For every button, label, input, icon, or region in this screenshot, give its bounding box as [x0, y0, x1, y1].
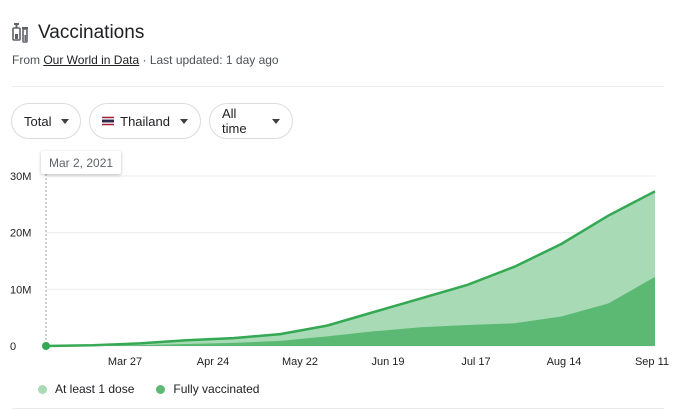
- source-line: From Our World in Data · Last updated: 1…: [12, 53, 279, 67]
- x-tick-label: Aug 14: [547, 356, 582, 368]
- y-tick-label: 30M: [10, 171, 31, 183]
- x-tick-label: Jul 17: [461, 356, 490, 368]
- time-range-dropdown[interactable]: All time: [209, 103, 293, 139]
- card-header: Vaccinations: [12, 22, 144, 44]
- footer-divider: [12, 408, 664, 409]
- time-range-dropdown-label: All time: [222, 106, 247, 136]
- legend-label-dose1: At least 1 dose: [55, 382, 135, 396]
- source-prefix: From: [12, 53, 44, 67]
- country-dropdown[interactable]: Thailand: [89, 103, 201, 139]
- x-tick-label: Sep 11: [635, 356, 669, 368]
- x-tick-label: Mar 27: [108, 356, 142, 368]
- page-title: Vaccinations: [38, 22, 145, 43]
- chevron-down-icon: [180, 118, 188, 124]
- full-area: [46, 276, 655, 346]
- legend-dot-icon: [38, 384, 47, 394]
- header-divider: [12, 86, 664, 87]
- legend-dot-icon: [156, 384, 166, 394]
- metric-dropdown-label: Total: [24, 113, 52, 129]
- legend-label-full: Fully vaccinated: [173, 382, 260, 396]
- chevron-down-icon: [61, 118, 70, 124]
- x-tick-label: May 22: [282, 356, 318, 368]
- tooltip-date: Mar 2, 2021: [49, 155, 114, 170]
- y-tick-label: 0: [10, 341, 16, 353]
- legend-item-full[interactable]: Fully vaccinated: [156, 382, 259, 396]
- dose1-line: [45, 190, 656, 348]
- country-dropdown-label: Thailand: [120, 113, 170, 129]
- chevron-down-icon: [272, 118, 280, 124]
- thailand-flag-icon: [102, 116, 115, 126]
- source-link[interactable]: Our World in Data: [43, 53, 140, 67]
- x-tick-label: Apr 24: [197, 356, 229, 368]
- date-tooltip: Mar 2, 2021: [41, 151, 122, 174]
- vaccine-icon: [12, 23, 28, 43]
- legend-item-dose1[interactable]: At least 1 dose: [38, 382, 134, 396]
- metric-dropdown[interactable]: Total: [11, 103, 81, 139]
- dose1-area: [46, 191, 655, 346]
- hover-point: [42, 342, 50, 350]
- y-tick-label: 20M: [10, 228, 31, 240]
- x-tick-label: Jun 19: [371, 356, 404, 368]
- chart-legend: At least 1 dose Fully vaccinated: [38, 382, 281, 396]
- last-updated: · Last updated: 1 day ago: [139, 53, 279, 67]
- y-tick-label: 10M: [10, 284, 31, 296]
